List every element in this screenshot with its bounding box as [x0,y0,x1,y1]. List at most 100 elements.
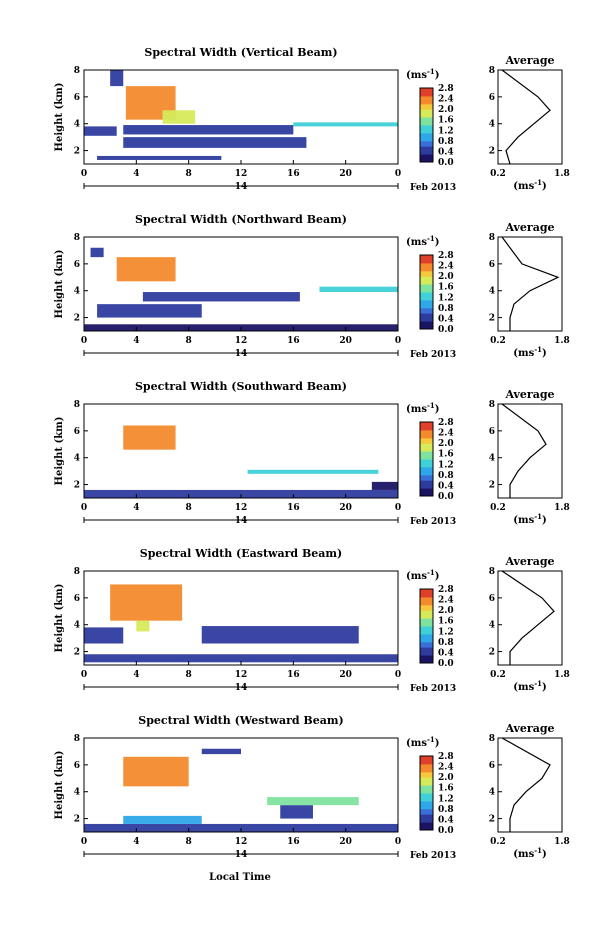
colorbar-segment [420,284,433,288]
heatmap-cell [123,425,176,450]
colorbar-segment [420,591,433,595]
colorbar-unit: (ms-1) [406,568,439,582]
panel-2: Spectral Width (Northward Beam) 2 4 6 8 Heigh… [54,213,570,360]
colorbar-unit: (ms-1) [406,67,439,81]
avg-x-tick-label: 1.8 [554,837,570,847]
x-tick-label: 16 [287,336,300,346]
colorbar-segment [420,657,433,661]
colorbar-segment [420,429,433,434]
plot-frame [83,403,399,499]
colorbar-segment [420,140,433,144]
colorbar-segment [420,655,433,659]
x-tick-label: 12 [235,503,248,513]
colorbar-segment [420,262,433,267]
heatmap-cell [97,304,202,318]
heatmap-cell [123,756,189,787]
colorbar-tick-label: 2.4 [438,596,454,606]
colorbar-tick-label: 1.6 [438,617,454,627]
date-label: Feb 2013 [410,684,456,694]
colorbar-segment [420,612,433,616]
colorbar-segment [420,98,433,102]
colorbar-segment [420,620,433,624]
x-tick-label: 0 [81,169,87,179]
y-tick-label: 6 [74,93,80,103]
avg-x-tick-label: 1.8 [554,670,570,680]
colorbar-segment [420,652,433,656]
date-label: Feb 2013 [410,183,456,193]
x-tick-label: 12 [235,336,248,346]
avg-profile-line [501,69,551,165]
avg-y-tick-label: 2 [489,648,495,658]
colorbar-tick-label: 0.0 [438,158,454,168]
colorbar-tick-label: 2.8 [438,251,454,261]
y-tick-label: 4 [74,621,80,631]
x-tick-label: 20 [339,837,352,847]
heatmap-cell [136,620,150,632]
colorbar-segment [420,819,433,823]
colorbar-segment [420,610,433,614]
heatmap-cell [110,70,124,87]
colorbar-unit: (ms-1) [406,401,439,415]
colorbar-segment [420,276,433,280]
y-tick-label: 4 [74,454,80,464]
colorbar-segment [420,424,433,428]
colorbar-segment [420,626,433,630]
x-tick-label: 16 [287,670,300,680]
y-tick-label: 2 [74,147,80,157]
heatmap-cell [280,805,313,819]
colorbar-segment [420,448,433,452]
avg-frame [497,236,563,332]
colorbar-tick-label: 2.8 [438,418,454,428]
x-tick-label: 0 [395,670,401,680]
colorbar-tick-label: 2.8 [438,752,454,762]
colorbar-tick-label: 0.8 [438,805,454,815]
colorbar-segment [420,321,433,325]
colorbar-tick-label: 2.0 [438,439,454,449]
colorbar-segment [420,644,433,648]
x-tick-label: 12 [235,837,248,847]
colorbar-segment [420,758,433,762]
avg-profile-line [501,570,555,665]
heatmap-cell [116,257,176,282]
colorbar-segment [420,159,433,163]
avg-x-label: (ms-1) [513,178,546,192]
colorbar-tick-label: 1.2 [438,126,454,136]
colorbar-tick-label: 2.4 [438,763,454,773]
colorbar-segment [420,824,433,828]
x-tick-label: 4 [133,503,139,513]
colorbar-segment [420,769,433,773]
colorbar-segment [420,151,433,155]
colorbar-tick-label: 2.0 [438,105,454,115]
colorbar-segment [420,477,433,481]
panel-title: Spectral Width (Westward Beam) [138,714,343,727]
colorbar-tick-label: 2.4 [438,95,454,105]
colorbar-segment [420,639,433,643]
colorbar-tick-label: 2.0 [438,773,454,783]
colorbar-segment [420,294,433,298]
panel-3: Spectral Width (Southward Beam) 2 4 6 8 Heigh… [54,380,570,527]
colorbar-segment [420,816,433,820]
colorbar-segment [420,432,433,436]
colorbar-tick-label: 2.8 [438,585,454,595]
panel-title: Spectral Width (Eastward Beam) [140,547,342,560]
colorbar-segment [420,318,433,322]
colorbar-tick-label: 1.6 [438,116,454,126]
colorbar-segment [420,599,433,603]
avg-y-tick-label: 8 [489,734,495,744]
day-label: 14 [235,516,248,526]
colorbar-segment [420,281,433,285]
avg-x-tick-label: 1.8 [554,503,570,513]
colorbar-tick-label: 2.8 [438,84,454,94]
x-tick-label: 20 [339,670,352,680]
colorbar-segment [420,602,433,606]
heatmap-cell [84,489,398,498]
x-tick-label: 20 [339,169,352,179]
colorbar-tick-label: 1.2 [438,460,454,470]
y-tick-label: 2 [74,481,80,491]
x-tick-label: 8 [186,837,192,847]
colorbar-segment [420,800,433,805]
colorbar-segment [420,777,433,781]
colorbar-segment [420,101,433,105]
colorbar-segment [420,464,433,468]
avg-y-tick-label: 4 [489,621,495,631]
